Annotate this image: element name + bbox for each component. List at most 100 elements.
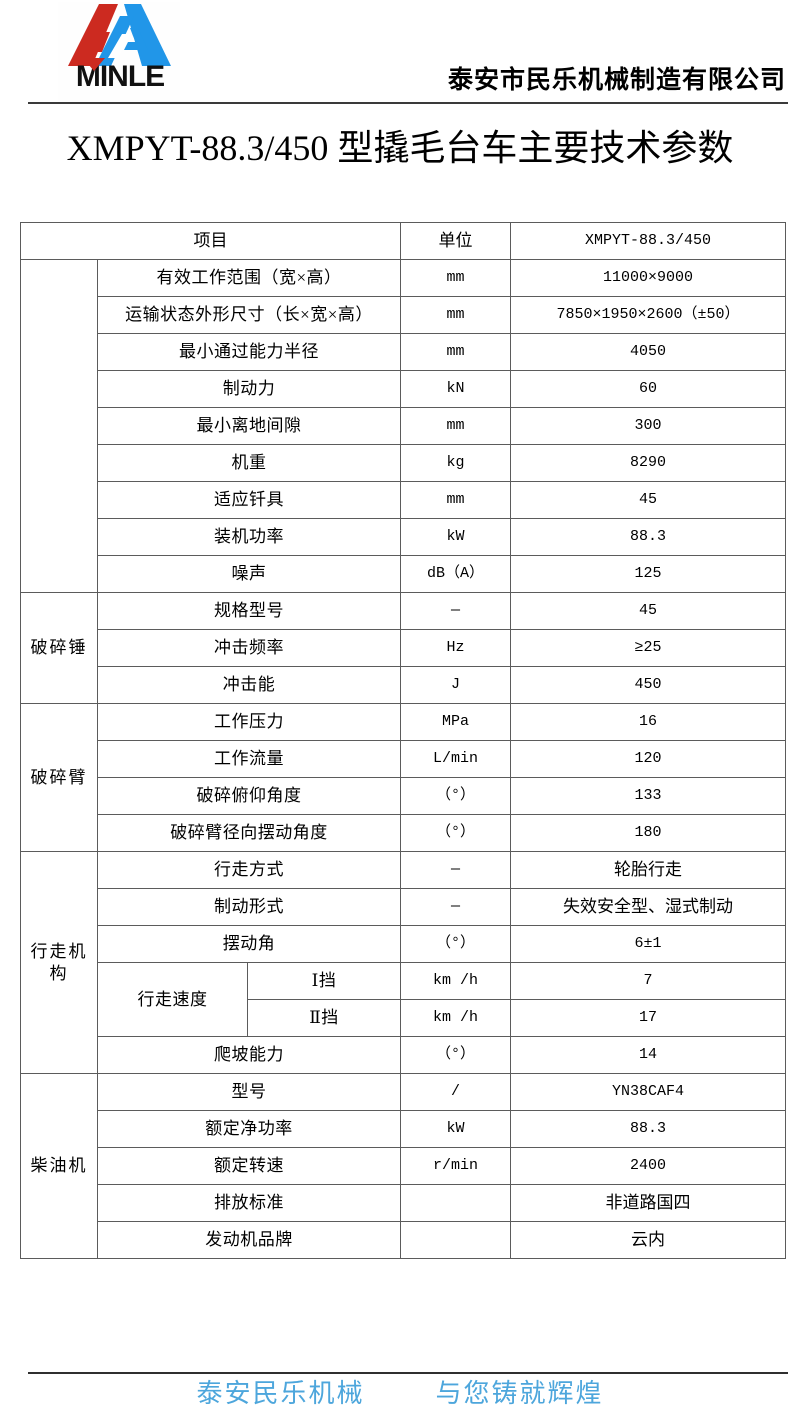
unit-cell: mm xyxy=(400,481,511,519)
item-cell: 运输状态外形尺寸（长×宽×高） xyxy=(97,296,401,334)
value-cell: 88.3 xyxy=(510,1110,786,1148)
item-cell: 适应钎具 xyxy=(97,481,401,519)
group-label-cell: 行走机构 xyxy=(20,851,98,1074)
unit-cell: mm xyxy=(400,259,511,297)
company-logo: MINLE xyxy=(58,2,180,102)
item-cell: 最小通过能力半径 xyxy=(97,333,401,371)
value-cell: 轮胎行走 xyxy=(510,851,786,889)
item-cell: 装机功率 xyxy=(97,518,401,556)
minle-mountain-logo-icon xyxy=(68,4,171,66)
item-cell: 冲击能 xyxy=(97,666,401,704)
unit-cell: — xyxy=(400,851,511,889)
table-row: 爬坡能力 （°） 14 xyxy=(21,1036,786,1074)
unit-cell: kW xyxy=(400,1110,511,1148)
logo-triangle-accent-icon xyxy=(83,58,105,71)
footer-slogan-left: 泰安民乐机械 xyxy=(196,1379,365,1408)
table-row: 装机功率 kW 88.3 xyxy=(21,518,786,556)
table-row: 行走速度 Ⅰ挡 km /h 7 xyxy=(21,962,786,1037)
column-header-value: XMPYT-88.3/450 xyxy=(510,222,786,260)
table-row: 制动形式 — 失效安全型、湿式制动 xyxy=(21,888,786,926)
unit-cell: mm xyxy=(400,407,511,445)
table-row: 柴油机 型号 / YN38CAF4 xyxy=(20,1073,786,1259)
value-cell: 失效安全型、湿式制动 xyxy=(510,888,786,926)
item-cell: 工作压力 xyxy=(97,703,401,741)
table-row: 额定净功率 kW 88.3 xyxy=(21,1110,786,1148)
item-cell: 规格型号 xyxy=(97,592,401,630)
item-cell: 额定转速 xyxy=(97,1147,401,1185)
specification-table: 项目 单位 XMPYT-88.3/450 有效工作范围（宽×高） mm 11000×900… xyxy=(20,222,786,1259)
table-row: 发动机品牌 云内 xyxy=(21,1221,786,1259)
item-cell: 发动机品牌 xyxy=(97,1221,401,1259)
unit-cell xyxy=(400,1184,511,1222)
item-cell: 冲击频率 xyxy=(97,629,401,667)
item-sub-cell: Ⅱ挡 xyxy=(247,999,401,1037)
item-cell: 最小离地间隙 xyxy=(97,407,401,445)
value-cell: 60 xyxy=(510,370,786,408)
value-cell: 非道路国四 xyxy=(510,1184,786,1222)
value-cell: 7 xyxy=(510,962,786,1000)
unit-cell: （°） xyxy=(400,814,511,852)
unit-cell: kg xyxy=(400,444,511,482)
unit-cell: （°） xyxy=(400,777,511,815)
table-row: 冲击能 J 450 xyxy=(21,666,786,704)
unit-cell xyxy=(400,1221,511,1259)
table-row: 适应钎具 mm 45 xyxy=(21,481,786,519)
footer-slogan: 泰安民乐机械 与您铸就辉煌 xyxy=(0,1376,800,1412)
table-row: Ⅱ挡 km /h 17 xyxy=(21,999,786,1037)
table-row: 额定转速 r/min 2400 xyxy=(21,1147,786,1185)
value-cell: 450 xyxy=(510,666,786,704)
unit-cell: kN xyxy=(400,370,511,408)
value-cell: 45 xyxy=(510,481,786,519)
table-row: 破碎臂 工作压力 MPa 16 xyxy=(20,703,786,852)
unit-cell: km /h xyxy=(400,999,511,1037)
item-cell: 额定净功率 xyxy=(97,1110,401,1148)
unit-cell: mm xyxy=(400,296,511,334)
item-cell: 机重 xyxy=(97,444,401,482)
table-row: 排放标准 非道路国四 xyxy=(21,1184,786,1222)
value-cell: 云内 xyxy=(510,1221,786,1259)
page-title: XMPYT-88.3/450 型撬毛台车主要技术参数 xyxy=(66,128,734,168)
item-cell: 破碎臂径向摆动角度 xyxy=(97,814,401,852)
value-cell: 120 xyxy=(510,740,786,778)
logo-wordmark: MINLE xyxy=(75,60,165,93)
unit-cell: J xyxy=(400,666,511,704)
footer-divider xyxy=(28,1372,788,1374)
unit-cell: （°） xyxy=(400,925,511,963)
item-cell: 制动力 xyxy=(97,370,401,408)
company-name: 泰安市民乐机械制造有限公司 xyxy=(447,67,786,94)
table-row: 最小离地间隙 mm 300 xyxy=(21,407,786,445)
table-row: 冲击频率 Hz ≥25 xyxy=(21,629,786,667)
item-cell: 行走方式 xyxy=(97,851,401,889)
table-row: 破碎锤 规格型号 —45 xyxy=(20,592,786,704)
value-cell: 8290 xyxy=(510,444,786,482)
unit-cell: dB（A） xyxy=(400,555,511,593)
item-cell: 噪声 xyxy=(97,555,401,593)
item-cell: 制动形式 xyxy=(97,888,401,926)
item-sub-cell: Ⅰ挡 xyxy=(247,962,401,1000)
table-row: 破碎臂径向摆动角度 （°） 180 xyxy=(21,814,786,852)
value-cell: 11000×9000 xyxy=(510,259,786,297)
value-cell: 180 xyxy=(510,814,786,852)
group-label-cell: 柴油机 xyxy=(20,1073,98,1259)
table-row: 破碎俯仰角度 （°） 133 xyxy=(21,777,786,815)
unit-cell: kW xyxy=(400,518,511,556)
item-cell: 破碎俯仰角度 xyxy=(97,777,401,815)
value-cell: 45 xyxy=(510,592,786,630)
unit-cell: km /h xyxy=(400,962,511,1000)
table-row: 行走机构 行走方式 — 轮胎行走 xyxy=(20,851,786,1074)
table-row: 运输状态外形尺寸（长×宽×高） mm 7850×1950×2600（±50） xyxy=(21,296,786,334)
table-row: 摆动角 （°） 6±1 xyxy=(21,925,786,963)
group-label-cell: 破碎臂 xyxy=(20,703,98,852)
value-cell: 4050 xyxy=(510,333,786,371)
unit-cell: MPa xyxy=(400,703,511,741)
value-cell: ≥25 xyxy=(510,629,786,667)
unit-cell: — xyxy=(400,592,511,630)
value-cell: 2400 xyxy=(510,1147,786,1185)
footer-slogan-right: 与您铸就辉煌 xyxy=(435,1379,604,1408)
unit-cell: mm xyxy=(400,333,511,371)
value-cell: 7850×1950×2600（±50） xyxy=(510,296,786,334)
item-cell: 型号 xyxy=(97,1073,401,1111)
value-cell: 16 xyxy=(510,703,786,741)
unit-cell: / xyxy=(400,1073,511,1111)
unit-cell: Hz xyxy=(400,629,511,667)
